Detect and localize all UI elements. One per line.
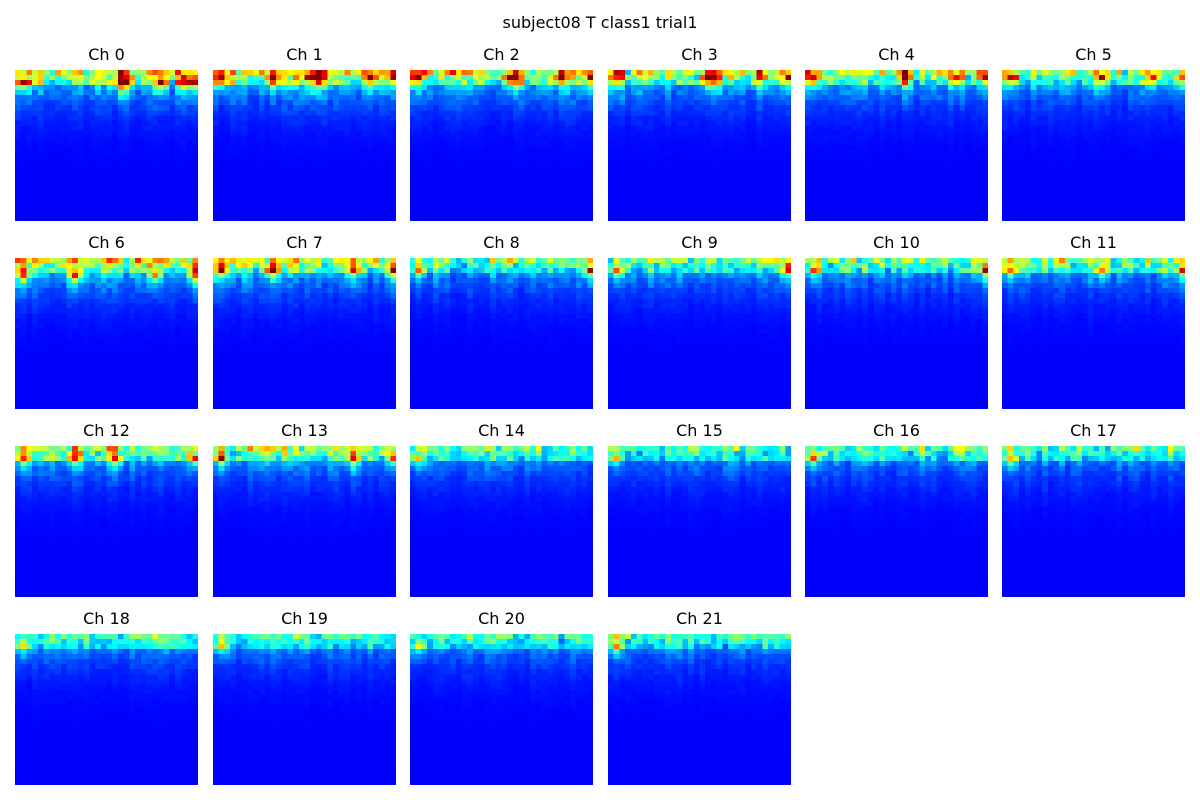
- spectrogram-image: [1002, 70, 1185, 221]
- spectrogram-image: [805, 446, 988, 597]
- heatmap-panel: Ch 7: [213, 233, 396, 421]
- spectrogram-image: [410, 258, 593, 409]
- spectrogram-image: [213, 634, 396, 785]
- panel-title: Ch 15: [676, 421, 723, 440]
- heatmap-panel: Ch 1: [213, 45, 396, 233]
- panel-title: Ch 4: [878, 45, 915, 64]
- heatmap-panel: Ch 12: [15, 421, 198, 609]
- heatmap-panel: Ch 3: [608, 45, 791, 233]
- figure-title: subject08 T class1 trial1: [502, 13, 698, 32]
- panel-title: Ch 18: [83, 609, 130, 628]
- panel-title: Ch 10: [873, 233, 920, 252]
- spectrogram-image: [410, 446, 593, 597]
- spectrogram-image: [213, 70, 396, 221]
- heatmap-panel: Ch 0: [15, 45, 198, 233]
- panel-title: Ch 2: [483, 45, 520, 64]
- heatmap-panel: Ch 6: [15, 233, 198, 421]
- panel-title: Ch 14: [478, 421, 525, 440]
- panel-title: Ch 16: [873, 421, 920, 440]
- panel-title: Ch 6: [88, 233, 125, 252]
- panel-title: Ch 12: [83, 421, 130, 440]
- heatmap-panel: Ch 4: [805, 45, 988, 233]
- panel-title: Ch 1: [286, 45, 323, 64]
- spectrogram-image: [15, 446, 198, 597]
- heatmap-panel: Ch 16: [805, 421, 988, 609]
- panel-title: Ch 19: [281, 609, 328, 628]
- spectrogram-image: [608, 634, 791, 785]
- heatmap-panel: Ch 10: [805, 233, 988, 421]
- spectrogram-image: [1002, 258, 1185, 409]
- heatmap-panel: Ch 18: [15, 609, 198, 797]
- panel-title: Ch 21: [676, 609, 723, 628]
- heatmap-panel: Ch 14: [410, 421, 593, 609]
- spectrogram-image: [15, 70, 198, 221]
- heatmap-panel: Ch 11: [1002, 233, 1185, 421]
- heatmap-panel: Ch 13: [213, 421, 396, 609]
- spectrogram-image: [410, 70, 593, 221]
- panel-title: Ch 5: [1075, 45, 1112, 64]
- spectrogram-image: [805, 258, 988, 409]
- spectrogram-image: [15, 258, 198, 409]
- panel-title: Ch 13: [281, 421, 328, 440]
- panel-title: Ch 9: [681, 233, 718, 252]
- heatmap-panel: Ch 5: [1002, 45, 1185, 233]
- heatmap-panel: Ch 8: [410, 233, 593, 421]
- heatmap-panel: Ch 15: [608, 421, 791, 609]
- spectrogram-image: [1002, 446, 1185, 597]
- heatmap-panel: Ch 19: [213, 609, 396, 797]
- panel-title: Ch 20: [478, 609, 525, 628]
- spectrogram-image: [213, 258, 396, 409]
- panel-title: Ch 8: [483, 233, 520, 252]
- panel-title: Ch 11: [1070, 233, 1117, 252]
- panel-title: Ch 7: [286, 233, 323, 252]
- spectrogram-image: [805, 70, 988, 221]
- panel-title: Ch 3: [681, 45, 718, 64]
- panel-title: Ch 17: [1070, 421, 1117, 440]
- heatmap-panel: Ch 2: [410, 45, 593, 233]
- heatmap-panel: Ch 20: [410, 609, 593, 797]
- spectrogram-image: [213, 446, 396, 597]
- spectrogram-image: [410, 634, 593, 785]
- spectrogram-image: [15, 634, 198, 785]
- heatmap-panel: Ch 17: [1002, 421, 1185, 609]
- panel-title: Ch 0: [88, 45, 125, 64]
- spectrogram-image: [608, 258, 791, 409]
- spectrogram-image: [608, 70, 791, 221]
- spectrogram-image: [608, 446, 791, 597]
- heatmap-panel: Ch 21: [608, 609, 791, 797]
- heatmap-panel: Ch 9: [608, 233, 791, 421]
